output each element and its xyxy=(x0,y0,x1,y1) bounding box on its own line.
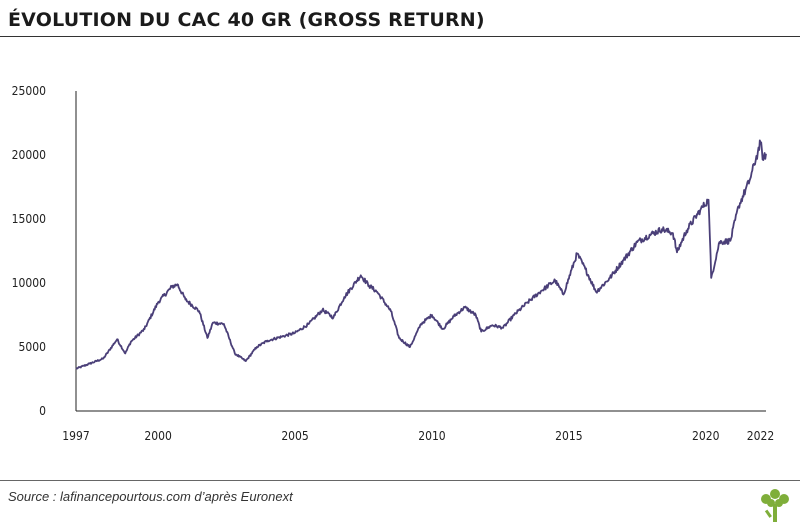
tree-icon xyxy=(761,489,789,522)
x-tick-label: 2005 xyxy=(281,429,308,443)
y-tick-label: 5000 xyxy=(19,340,47,354)
x-tick-label: 2015 xyxy=(555,429,582,443)
y-tick-label: 25000 xyxy=(12,84,46,98)
source-note: Source : lafinancepourtous.com d’après E… xyxy=(8,489,293,504)
x-tick-label: 2000 xyxy=(144,429,172,443)
y-tick-labels: 0 5000 10000 15000 20000 25000 xyxy=(12,84,46,418)
title-divider xyxy=(0,36,800,37)
y-tick-label: 20000 xyxy=(12,148,46,162)
x-tick-label: 2022 xyxy=(747,429,774,443)
cac40-gr-series-line xyxy=(75,139,767,370)
y-tick-label: 10000 xyxy=(12,276,46,290)
footer-divider xyxy=(0,480,800,481)
page-title: ÉVOLUTION DU CAC 40 GR (GROSS RETURN) xyxy=(8,9,485,31)
y-tick-label: 15000 xyxy=(12,212,46,226)
x-tick-label: 1997 xyxy=(62,429,89,443)
line-chart: 0 5000 10000 15000 20000 25000 1997 2000 2005 20… xyxy=(12,84,775,443)
x-tick-label: 2020 xyxy=(692,429,720,443)
x-tick-labels: 1997 2000 2005 2010 2015 2020 2022 xyxy=(62,429,774,443)
x-tick-label: 2010 xyxy=(418,429,446,443)
y-tick-label: 0 xyxy=(39,404,46,418)
